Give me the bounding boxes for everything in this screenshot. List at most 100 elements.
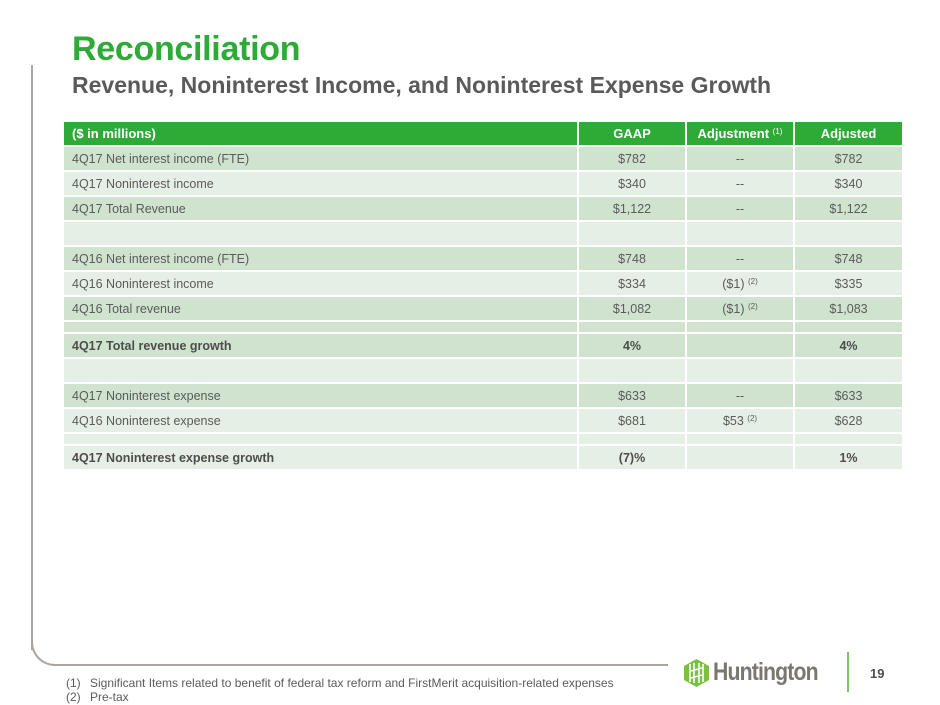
- gaap-value: $340: [577, 170, 687, 197]
- table-row: 4Q17 Total Revenue $1,122 -- $1,122: [62, 195, 904, 222]
- adjustment-value: --: [685, 195, 795, 222]
- gaap-value: [577, 320, 687, 334]
- table-row: 4Q17 Net interest income (FTE) $782 -- $782: [62, 145, 904, 172]
- adjustment-amount: ($1): [722, 301, 745, 316]
- footnote-text: Significant Items related to benefit of …: [90, 676, 614, 690]
- adjusted-value: $1,083: [793, 295, 904, 322]
- page-subtitle: Revenue, Noninterest Income, and Noninte…: [72, 72, 772, 98]
- table-header-row: ($ in millions) GAAP Adjustment (1) Adju…: [62, 120, 904, 147]
- column-header-adjustment-text: Adjustment: [697, 126, 770, 141]
- row-label: [62, 320, 503, 334]
- adjusted-value: $335: [793, 270, 904, 297]
- adjustment-value: ($1) (2): [685, 295, 795, 322]
- table-row: 4Q17 Noninterest income $340 -- $340: [62, 170, 904, 197]
- adjustment-value: [685, 332, 795, 359]
- huntington-logo: Huntington: [683, 658, 836, 687]
- blank-cell: [503, 382, 579, 409]
- blank-cell: [503, 245, 579, 272]
- table-row: 4Q17 Total revenue growth 4% 4%: [62, 332, 904, 359]
- footnote-ref: (2): [747, 276, 758, 286]
- adjusted-value: 4%: [793, 332, 904, 359]
- row-label: 4Q16 Net interest income (FTE): [62, 245, 503, 272]
- adjusted-value: $628: [793, 407, 904, 434]
- row-label: [62, 432, 503, 446]
- row-label: 4Q17 Noninterest expense: [62, 382, 503, 409]
- row-label: [62, 357, 503, 384]
- gaap-value: [577, 220, 687, 247]
- adjustment-amount: $53: [722, 413, 744, 428]
- blank-cell: [503, 195, 579, 222]
- column-header-label: ($ in millions): [62, 120, 503, 147]
- blank-cell: [503, 357, 579, 384]
- gaap-value: $681: [577, 407, 687, 434]
- adjustment-amount: ($1): [722, 276, 745, 291]
- adjusted-value: 1%: [793, 444, 904, 471]
- footnote-ref: (1): [772, 127, 783, 136]
- row-label: 4Q17 Total Revenue: [62, 195, 503, 222]
- gaap-value: $782: [577, 145, 687, 172]
- adjustment-value: [685, 444, 795, 471]
- adjusted-value: $1,122: [793, 195, 904, 222]
- gaap-value: $334: [577, 270, 687, 297]
- adjusted-value: [793, 432, 904, 446]
- blank-cell: [503, 220, 579, 247]
- gaap-value: 4%: [577, 332, 687, 359]
- adjusted-value: $782: [793, 145, 904, 172]
- row-label: 4Q16 Total revenue: [62, 295, 503, 322]
- frame-line-vertical: [31, 65, 33, 650]
- footnote-text: Pre-tax: [90, 690, 129, 704]
- column-header-adjustment: Adjustment (1): [685, 120, 795, 147]
- row-label: 4Q17 Total revenue growth: [62, 332, 503, 359]
- blank-cell: [503, 432, 579, 446]
- adjusted-value: [793, 357, 904, 384]
- adjusted-value: $748: [793, 245, 904, 272]
- adjustment-value: [685, 432, 795, 446]
- adjustment-value: $53 (2): [685, 407, 795, 434]
- blank-cell: [503, 320, 579, 334]
- adjusted-value: $340: [793, 170, 904, 197]
- footnote-number: (1): [66, 676, 81, 690]
- blank-cell: [503, 295, 579, 322]
- gaap-value: (7)%: [577, 444, 687, 471]
- reconciliation-table: ($ in millions) GAAP Adjustment (1) Adju…: [62, 120, 904, 471]
- row-label: 4Q17 Noninterest income: [62, 170, 503, 197]
- adjustment-value: [685, 357, 795, 384]
- adjustment-value: ($1) (2): [685, 270, 795, 297]
- blank-cell: [503, 270, 579, 297]
- gaap-value: $633: [577, 382, 687, 409]
- frame-line-horizontal: [70, 664, 668, 666]
- row-label: [62, 220, 503, 247]
- column-header-gaap: GAAP: [577, 120, 687, 147]
- table-row: [62, 220, 904, 247]
- adjustment-value: --: [685, 145, 795, 172]
- table-row: [62, 320, 904, 334]
- page-number: 19: [870, 666, 885, 681]
- column-header-blank: [503, 120, 579, 147]
- adjustment-value: --: [685, 170, 795, 197]
- table-row: [62, 357, 904, 384]
- adjustment-amount: --: [735, 176, 745, 191]
- blank-cell: [503, 444, 579, 471]
- gaap-value: $748: [577, 245, 687, 272]
- adjusted-value: [793, 320, 904, 334]
- table-row: 4Q16 Noninterest expense $681 $53 (2) $628: [62, 407, 904, 434]
- page-number-divider: [847, 652, 849, 692]
- gaap-value: [577, 432, 687, 446]
- table-row: 4Q17 Noninterest expense $633 -- $633: [62, 382, 904, 409]
- row-label: 4Q17 Net interest income (FTE): [62, 145, 503, 172]
- adjustment-amount: --: [735, 388, 745, 403]
- huntington-hexagon-logo-icon: [684, 658, 709, 687]
- adjustment-value: [685, 320, 795, 334]
- adjusted-value: [793, 220, 904, 247]
- footnote-2: (2) Pre-tax: [66, 690, 614, 704]
- gaap-value: $1,082: [577, 295, 687, 322]
- frame-corner: [31, 630, 71, 666]
- gaap-value: $1,122: [577, 195, 687, 222]
- logo-text: Huntington: [713, 658, 819, 686]
- row-label: 4Q16 Noninterest expense: [62, 407, 503, 434]
- table-row: 4Q17 Noninterest expense growth (7)% 1%: [62, 444, 904, 471]
- blank-cell: [503, 145, 579, 172]
- adjustment-amount: --: [735, 251, 745, 266]
- adjustment-value: [685, 220, 795, 247]
- footnote-ref: (2): [747, 301, 758, 311]
